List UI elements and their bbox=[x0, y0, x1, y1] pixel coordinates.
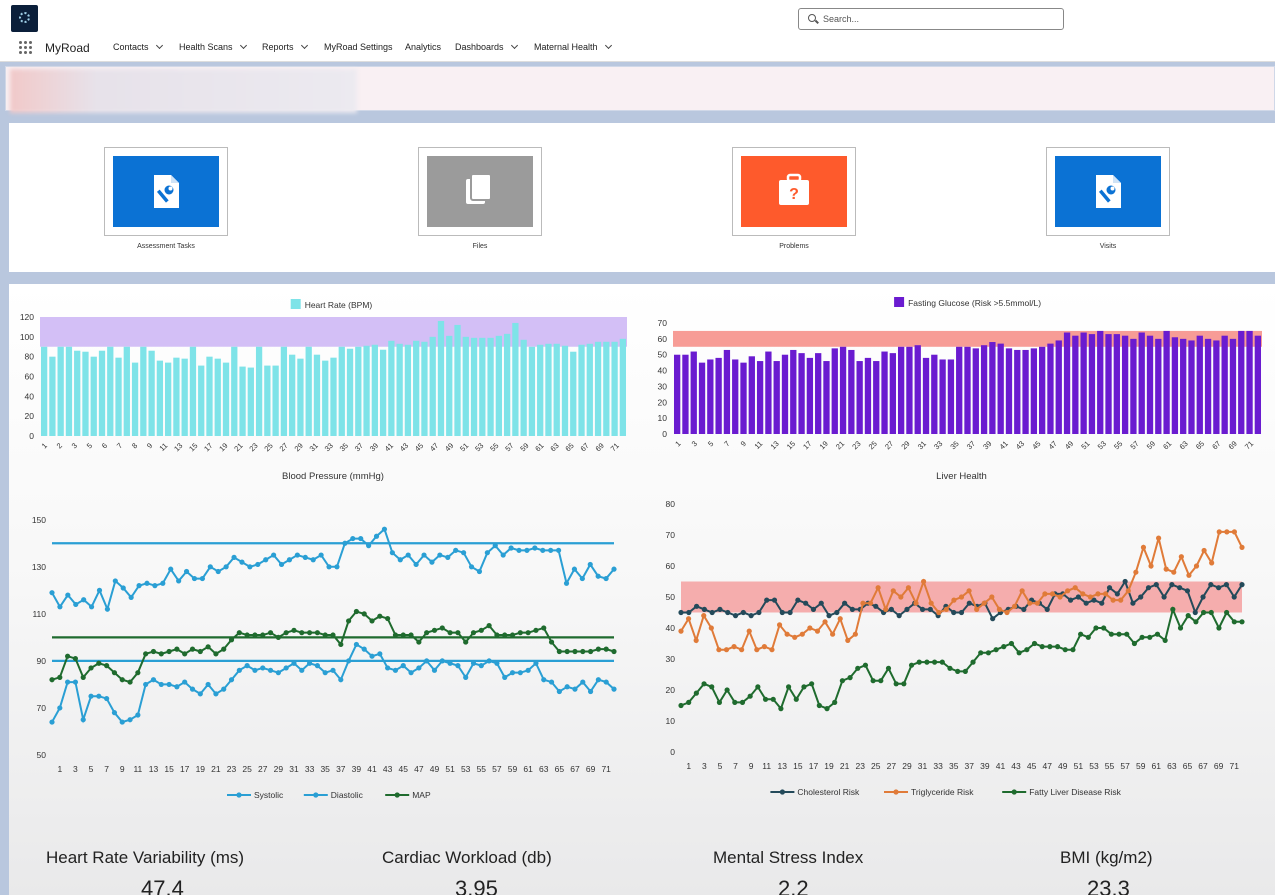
chevron-down-icon[interactable] bbox=[239, 41, 247, 50]
nav-item-label: Analytics bbox=[405, 42, 442, 52]
nav-item-analytics[interactable]: Analytics bbox=[405, 42, 441, 52]
tile-problems[interactable]: ? bbox=[732, 147, 856, 236]
logo-mark-icon bbox=[19, 12, 30, 23]
nav-item-contacts[interactable]: Contacts bbox=[113, 41, 163, 52]
chevron-down-icon[interactable] bbox=[604, 41, 612, 50]
tile-files[interactable] bbox=[418, 147, 542, 236]
nav-item-label: Contacts bbox=[113, 42, 149, 52]
chevron-down-icon[interactable] bbox=[300, 41, 308, 50]
nav-item-dashboards[interactable]: Dashboards bbox=[455, 41, 518, 52]
svg-text:?: ? bbox=[789, 186, 799, 203]
quick-action-tiles: Assessment Tasks Files ? Problems bbox=[9, 123, 1275, 272]
nav-item-label: MyRoad Settings bbox=[324, 42, 393, 52]
search-input[interactable]: Search... bbox=[798, 8, 1064, 30]
nav-item-maternal-health[interactable]: Maternal Health bbox=[534, 41, 612, 52]
app-nav-bar: MyRoad Contacts Health Scans Reports MyR… bbox=[0, 36, 1275, 73]
metric-label: Cardiac Workload (db) bbox=[382, 848, 552, 867]
tile-face bbox=[427, 156, 533, 227]
nav-item-label: Dashboards bbox=[455, 42, 504, 52]
metric-label: Heart Rate Variability (ms) bbox=[46, 848, 245, 867]
metric-value: 3.95 bbox=[455, 876, 498, 895]
health-charts-panel bbox=[9, 284, 1275, 895]
tile-label: Assessment Tasks bbox=[137, 243, 195, 250]
tile-label: Visits bbox=[1099, 243, 1117, 250]
tile-visits[interactable] bbox=[1046, 147, 1170, 236]
metric-label: BMI (kg/m2) bbox=[1060, 848, 1153, 867]
tile-label: Files bbox=[472, 243, 488, 250]
search-icon bbox=[808, 14, 816, 22]
app-name: MyRoad bbox=[45, 41, 90, 55]
nav-item-health-scans[interactable]: Health Scans bbox=[179, 41, 247, 52]
app-launcher-icon[interactable] bbox=[19, 41, 33, 55]
search-placeholder: Search... bbox=[823, 14, 860, 24]
chevron-down-icon[interactable] bbox=[155, 41, 163, 50]
briefcase-question-icon: ? bbox=[779, 173, 809, 205]
org-logo[interactable] bbox=[11, 5, 38, 32]
wrench-document-icon bbox=[1096, 175, 1121, 208]
metric-label: Mental Stress Index bbox=[713, 848, 864, 867]
chevron-down-icon[interactable] bbox=[510, 41, 518, 50]
nav-item-label: Health Scans bbox=[179, 42, 233, 52]
metric-value: 2.2 bbox=[778, 876, 809, 895]
metric-value: 23.3 bbox=[1087, 876, 1130, 895]
metric-value: 47.4 bbox=[141, 876, 184, 895]
tile-label: Problems bbox=[779, 243, 809, 250]
wrench-document-icon bbox=[154, 175, 179, 208]
tile-face bbox=[1055, 156, 1161, 227]
nav-item-label: Maternal Health bbox=[534, 42, 598, 52]
nav-item-reports[interactable]: Reports bbox=[262, 41, 308, 52]
nav-item-myroad-settings[interactable]: MyRoad Settings bbox=[324, 42, 393, 52]
nav-item-label: Reports bbox=[262, 42, 294, 52]
global-header: Search... bbox=[0, 0, 1275, 36]
files-icon bbox=[466, 173, 492, 204]
record-banner bbox=[5, 66, 1275, 113]
redacted-record-name bbox=[10, 69, 357, 113]
tile-assessment-tasks[interactable] bbox=[104, 147, 228, 236]
tile-face: ? bbox=[741, 156, 847, 227]
tile-face bbox=[113, 156, 219, 227]
